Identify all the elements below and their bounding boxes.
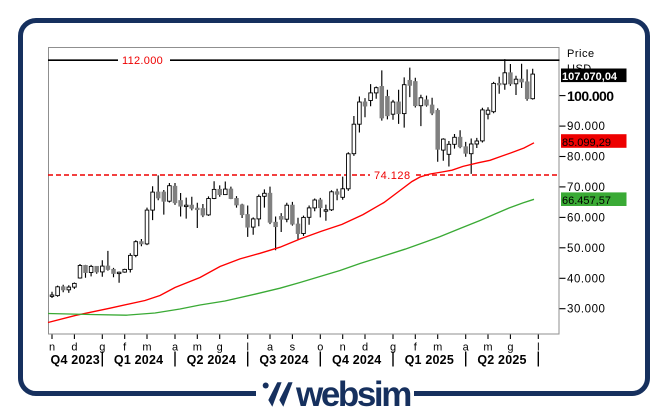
svg-text:d: d [362,342,368,354]
svg-text:a: a [463,342,470,354]
svg-text:g: g [217,342,223,354]
svg-text:Q4 2024: Q4 2024 [332,353,381,367]
svg-text:m: m [483,342,492,354]
svg-text:100.000: 100.000 [567,88,614,104]
svg-text:112.000: 112.000 [122,55,163,67]
svg-text:66.457,57: 66.457,57 [562,195,611,207]
svg-text:Q3 2024: Q3 2024 [259,353,308,367]
svg-text:107.070,04: 107.070,04 [562,71,618,83]
svg-text:Price: Price [567,48,595,60]
svg-text:Q4 2023: Q4 2023 [51,353,100,367]
svg-text:50.000: 50.000 [567,243,605,255]
svg-text:m: m [433,342,442,354]
svg-text:a: a [172,342,179,354]
svg-text:Q2 2025: Q2 2025 [477,353,526,367]
svg-text:o: o [317,342,323,354]
svg-text:f: f [414,342,418,354]
svg-text:f: f [123,342,127,354]
svg-text:d: d [71,342,77,354]
svg-text:85.099,29: 85.099,29 [562,137,611,149]
svg-text:m: m [193,342,202,354]
svg-text:l: l [246,342,248,354]
svg-text:n: n [340,342,346,354]
svg-text:g: g [507,342,513,354]
svg-text:60.000: 60.000 [567,212,605,224]
svg-text:s: s [290,342,296,354]
svg-text:m: m [142,342,151,354]
svg-text:80.000: 80.000 [567,152,605,164]
svg-text:Q1 2025: Q1 2025 [405,353,454,367]
svg-text:Q1 2024: Q1 2024 [114,353,163,367]
svg-text:70.000: 70.000 [567,182,605,194]
svg-text:90.000: 90.000 [567,121,605,133]
svg-text:n: n [49,342,55,354]
svg-text:74.128: 74.128 [374,170,411,182]
svg-text:a: a [267,342,274,354]
svg-text:Q2 2024: Q2 2024 [187,353,236,367]
svg-text:g: g [390,342,396,354]
svg-text:30.000: 30.000 [567,304,605,316]
svg-text:l: l [537,342,539,354]
svg-text:40.000: 40.000 [567,273,605,285]
svg-text:g: g [99,342,105,354]
